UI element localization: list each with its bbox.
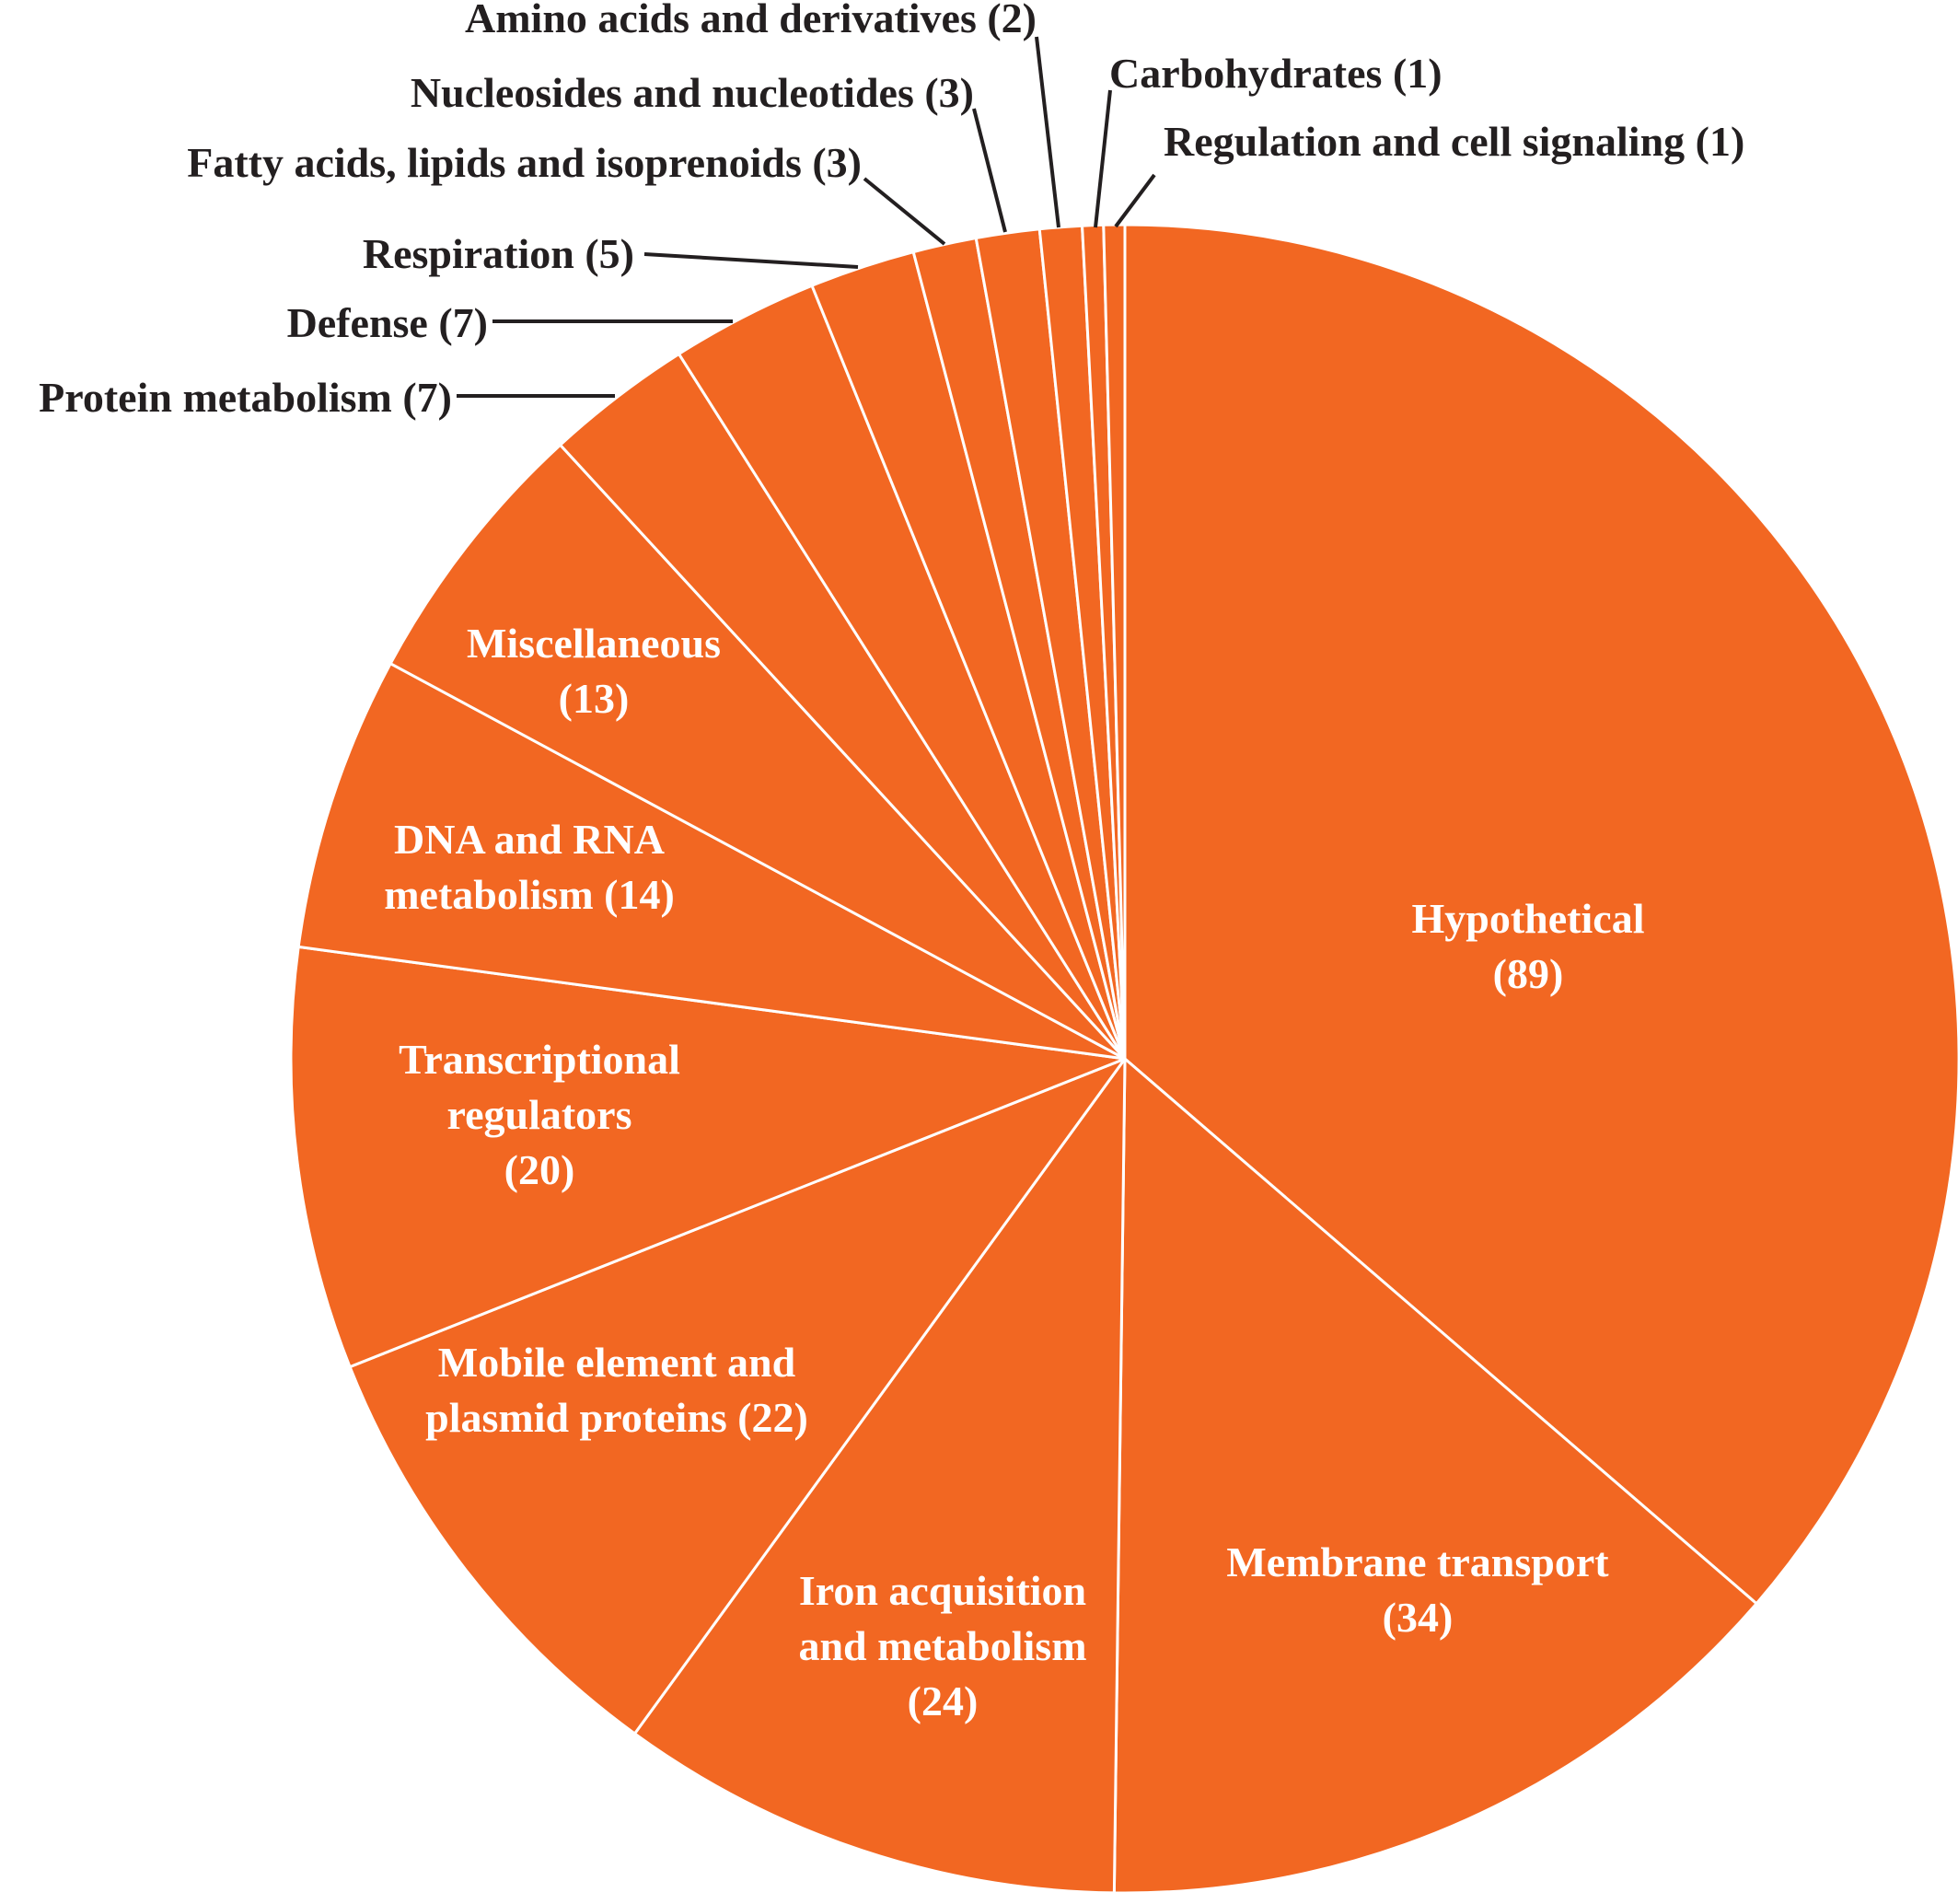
pie-slice-regulation-and-cell-signaling [1102, 223, 1127, 1061]
leader-line-nucleosides-and-nucleotides [972, 108, 1007, 233]
slice-label-regulation-and-cell-signaling: Regulation and cell signaling (1) [1164, 118, 1744, 165]
pie-slice-membrane-transport [1112, 1057, 1758, 1895]
leader-line-fatty-acids-lipids-and-isoprenoids [863, 177, 946, 246]
slice-label-protein-metabolism: Protein metabolism (7) [39, 374, 452, 421]
pie-slice-miscellaneous [388, 443, 1127, 1061]
slice-label-mobile-element-and-plasmid-proteins-line-1: Mobile element and [438, 1339, 796, 1386]
leader-line-regulation-and-cell-signaling [1114, 173, 1156, 228]
pie-slice-dna-and-rna-metabolism [296, 662, 1127, 1061]
slice-label-carbohydrates: Carbohydrates (1) [1109, 50, 1442, 97]
slice-label-transcriptional-regulators-line-3: (20) [504, 1146, 575, 1193]
slice-label-transcriptional-regulators-line-2: regulators [446, 1091, 631, 1138]
pie-slice-hypothetical [1123, 223, 1958, 1606]
slice-label-mobile-element-and-plasmid-proteins-line-2: plasmid proteins (22) [425, 1394, 808, 1441]
slice-label-miscellaneous-line-2: (13) [559, 675, 630, 722]
slice-label-defense: Defense (7) [287, 299, 488, 346]
pie-slice-transcriptional-regulators [289, 945, 1127, 1369]
slice-label-hypothetical-line-1: Hypothetical [1412, 895, 1645, 942]
slice-label-transcriptional-regulators-line-1: Transcriptional [399, 1036, 680, 1083]
slice-label-iron-acquisition-and-metabolism-line-3: (24) [908, 1678, 979, 1724]
slice-label-amino-acids-and-derivatives: Amino acids and derivatives (2) [465, 0, 1037, 41]
slice-label-iron-acquisition-and-metabolism-line-1: Iron acquisition [799, 1567, 1086, 1614]
leader-line-amino-acids-and-derivatives [1035, 36, 1060, 228]
slice-label-hypothetical-line-2: (89) [1493, 950, 1564, 997]
pie-slice-iron-acquisition-and-metabolism [632, 1057, 1127, 1895]
slice-label-nucleosides-and-nucleotides: Nucleosides and nucleotides (3) [411, 69, 974, 116]
leader-line-respiration [643, 252, 859, 269]
pie-slice-mobile-element-and-plasmid-proteins [348, 1057, 1127, 1736]
slice-label-iron-acquisition-and-metabolism-line-2: and metabolism [798, 1622, 1086, 1669]
slice-label-fatty-acids-lipids-and-isoprenoids: Fatty acids, lipids and isoprenoids (3) [187, 139, 862, 186]
slice-label-membrane-transport-line-1: Membrane transport [1226, 1538, 1609, 1585]
slice-label-dna-and-rna-metabolism-line-1: DNA and RNA [394, 816, 665, 863]
slice-label-respiration: Respiration (5) [363, 230, 634, 277]
slice-label-dna-and-rna-metabolism-line-2: metabolism (14) [384, 871, 675, 918]
slice-label-membrane-transport-line-2: (34) [1383, 1594, 1454, 1641]
leader-line-carbohydrates [1094, 89, 1112, 228]
slice-label-miscellaneous-line-1: Miscellaneous [467, 620, 721, 667]
